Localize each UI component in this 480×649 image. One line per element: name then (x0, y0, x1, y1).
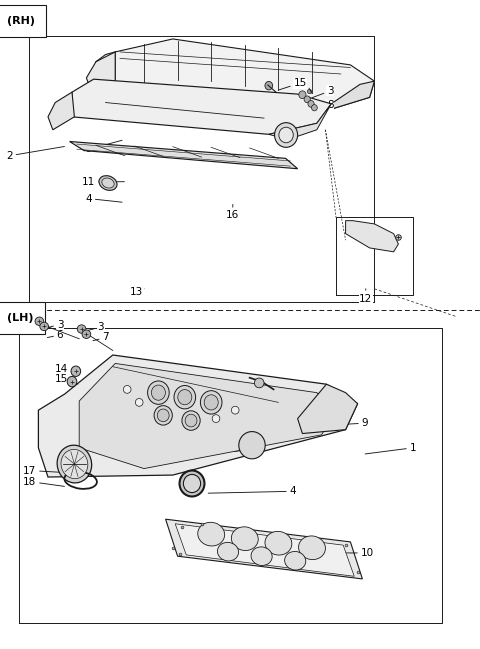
Ellipse shape (279, 127, 293, 143)
Ellipse shape (183, 474, 201, 493)
Ellipse shape (102, 178, 114, 188)
Ellipse shape (77, 324, 86, 334)
Ellipse shape (254, 378, 264, 388)
Text: 4: 4 (208, 486, 296, 496)
Ellipse shape (185, 414, 197, 427)
Ellipse shape (312, 104, 317, 111)
Text: 17: 17 (23, 465, 61, 476)
Text: 4: 4 (85, 193, 122, 204)
Text: 11: 11 (82, 177, 124, 187)
Polygon shape (346, 221, 398, 252)
Ellipse shape (182, 411, 200, 430)
Text: 8: 8 (314, 100, 334, 110)
Text: 2: 2 (6, 147, 64, 161)
Polygon shape (70, 141, 298, 169)
Ellipse shape (265, 532, 292, 555)
Polygon shape (79, 363, 336, 469)
Text: (LH): (LH) (7, 313, 34, 323)
Ellipse shape (67, 376, 77, 387)
Ellipse shape (231, 406, 239, 414)
Polygon shape (48, 92, 74, 130)
Ellipse shape (275, 123, 298, 147)
Ellipse shape (151, 385, 166, 400)
Ellipse shape (217, 543, 239, 561)
Text: 3: 3 (312, 86, 334, 97)
Text: 9: 9 (276, 418, 368, 428)
Text: 7: 7 (93, 332, 109, 343)
Polygon shape (166, 519, 362, 579)
Ellipse shape (40, 322, 48, 331)
Polygon shape (115, 39, 374, 114)
Polygon shape (317, 81, 374, 114)
Polygon shape (298, 384, 358, 434)
Text: 10: 10 (315, 548, 374, 558)
Ellipse shape (154, 406, 172, 425)
Ellipse shape (231, 527, 258, 550)
Text: 14: 14 (55, 363, 77, 374)
Polygon shape (72, 79, 331, 134)
Ellipse shape (304, 96, 310, 103)
Polygon shape (38, 355, 358, 477)
Ellipse shape (82, 330, 91, 339)
Text: 5: 5 (264, 398, 354, 409)
Ellipse shape (135, 398, 143, 406)
Polygon shape (175, 524, 354, 576)
Ellipse shape (299, 536, 325, 559)
Text: 13: 13 (130, 287, 144, 297)
Ellipse shape (148, 381, 169, 404)
Ellipse shape (239, 432, 265, 459)
Ellipse shape (265, 82, 273, 90)
Ellipse shape (308, 101, 314, 107)
Ellipse shape (57, 445, 92, 483)
Ellipse shape (35, 317, 44, 326)
Polygon shape (86, 52, 115, 91)
Polygon shape (269, 104, 331, 140)
Text: 9: 9 (85, 140, 122, 154)
Text: 15: 15 (278, 78, 307, 90)
Ellipse shape (174, 386, 196, 409)
Ellipse shape (212, 415, 220, 422)
Text: (RH): (RH) (7, 16, 35, 26)
Ellipse shape (198, 522, 225, 546)
Ellipse shape (285, 552, 306, 570)
Ellipse shape (61, 449, 88, 479)
Text: 16: 16 (234, 444, 261, 454)
Ellipse shape (71, 366, 81, 376)
Text: 3: 3 (47, 319, 63, 330)
Text: 3: 3 (88, 322, 104, 332)
Ellipse shape (99, 176, 117, 190)
Ellipse shape (200, 391, 222, 414)
Text: 12: 12 (359, 289, 372, 304)
Text: 1: 1 (365, 443, 416, 454)
Ellipse shape (299, 91, 306, 99)
Ellipse shape (157, 409, 169, 422)
Text: 6: 6 (48, 330, 63, 340)
Ellipse shape (180, 471, 204, 496)
Ellipse shape (123, 386, 131, 393)
Ellipse shape (178, 389, 192, 405)
Text: 18: 18 (23, 476, 64, 487)
Text: 15: 15 (55, 374, 78, 384)
Text: 16: 16 (226, 204, 240, 221)
Ellipse shape (204, 395, 218, 410)
Ellipse shape (251, 547, 272, 565)
